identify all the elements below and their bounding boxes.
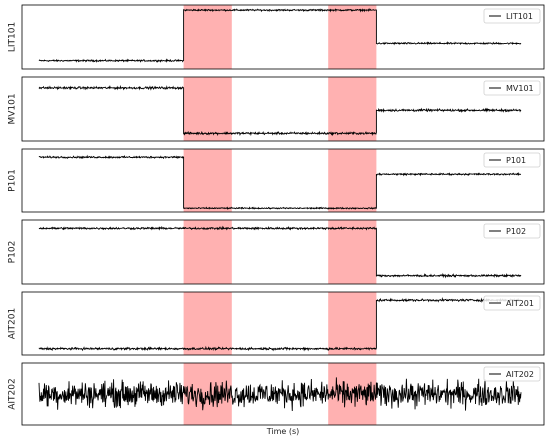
panel-lit101: LIT101 LIT101 (8, 4, 545, 70)
legend-box (483, 8, 541, 24)
series-line-mv101 (38, 84, 522, 137)
axes-frame (21, 362, 545, 426)
attack-window-2 (328, 77, 377, 141)
y-axis-label: AIT202 (8, 378, 18, 410)
legend: AIT202 (483, 366, 541, 382)
series-line-lit101 (38, 7, 522, 63)
attack-window-1 (183, 292, 232, 355)
legend: P102 (483, 223, 541, 239)
attack-window-2 (328, 220, 377, 284)
legend-label: AIT202 (506, 370, 534, 379)
attack-window-1 (183, 5, 232, 69)
panel-ait202: AIT202 AIT202 (8, 362, 545, 426)
legend: MV101 (483, 80, 541, 96)
legend-label: MV101 (506, 84, 534, 93)
attack-window-1 (183, 77, 232, 141)
series-line-p102 (38, 225, 522, 279)
axes-frame (21, 4, 545, 70)
y-axis-label: MV101 (8, 93, 18, 124)
legend-label: P101 (506, 156, 526, 165)
y-axis-label: P101 (8, 169, 18, 192)
legend-box (483, 80, 541, 96)
panel-p102: P102 P102 (8, 219, 545, 285)
legend-box (483, 152, 541, 168)
axes-frame (21, 76, 545, 142)
series-line-ait202 (38, 377, 522, 412)
y-axis-label: LIT101 (8, 22, 18, 52)
axes-frame (21, 291, 545, 356)
legend-box (483, 366, 541, 382)
panel-mv101: MV101 MV101 (8, 76, 545, 142)
attack-window-1 (183, 149, 232, 212)
attack-window-2 (328, 292, 377, 355)
series-line-p101 (38, 154, 522, 210)
attack-window-2 (328, 149, 377, 212)
legend-box (483, 223, 541, 239)
legend-label: P102 (506, 227, 526, 236)
panel-ait201: AIT201 AIT201 (8, 291, 545, 356)
y-axis-label: P102 (8, 241, 18, 264)
series-line-ait201 (38, 297, 522, 352)
legend: LIT101 (483, 8, 541, 24)
y-axis-label: AIT201 (8, 308, 18, 340)
legend: AIT201 (483, 295, 541, 311)
axes-frame (21, 219, 545, 285)
attack-window-2 (328, 5, 377, 69)
x-axis-label: Time (s) (266, 427, 300, 436)
legend: P101 (483, 152, 541, 168)
legend-box (483, 295, 541, 311)
panel-p101: P101 P101 (8, 148, 545, 213)
axes-frame (21, 148, 545, 213)
attack-window-1 (183, 220, 232, 284)
legend-label: AIT201 (506, 299, 534, 308)
legend-label: LIT101 (506, 12, 533, 21)
